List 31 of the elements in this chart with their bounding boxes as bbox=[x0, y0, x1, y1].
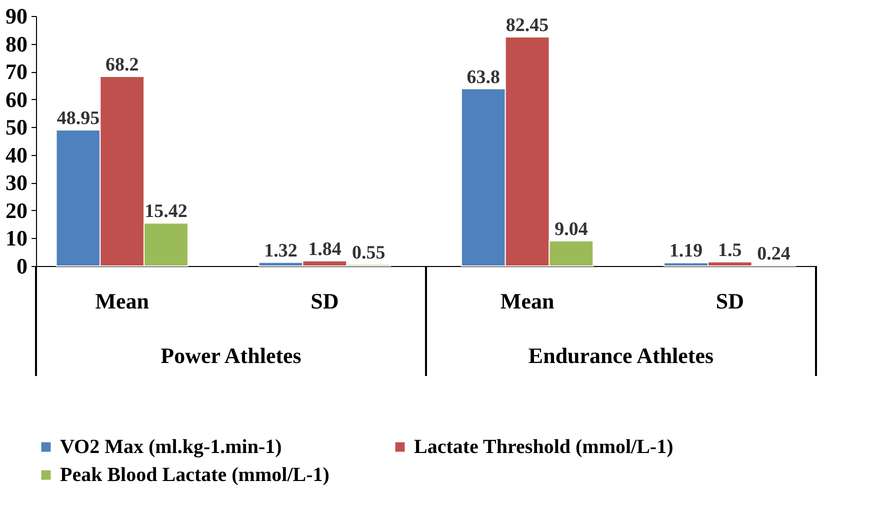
legend-label: Peak Blood Lactate (mmol/L-1) bbox=[60, 464, 330, 486]
text: Endurance Athletes bbox=[528, 343, 714, 368]
y-tick-label: 40 bbox=[6, 142, 28, 168]
x-tick-label: Mean bbox=[95, 288, 149, 314]
y-tick-label: 60 bbox=[6, 86, 28, 112]
data-label: 1.5 bbox=[718, 240, 742, 261]
legend-label: Lactate Threshold (mmol/L-1) bbox=[414, 436, 674, 458]
data-label: 1.19 bbox=[669, 240, 703, 262]
y-tick-label: 0 bbox=[16, 254, 28, 278]
data-label: 48.95 bbox=[56, 108, 100, 130]
y-tick-label: 80 bbox=[6, 31, 28, 56]
data-label: 9.04 bbox=[554, 218, 588, 240]
y-tick-label: 70 bbox=[6, 59, 28, 84]
y-tick-label: 20 bbox=[6, 198, 28, 223]
data-label: 82.45 bbox=[506, 14, 549, 36]
legend-label: VO2 Max (ml.kg-1.min-1) bbox=[60, 436, 282, 458]
data-label: 1.32 bbox=[264, 240, 298, 262]
text: Power Athletes bbox=[160, 343, 302, 368]
data-label: 63.8 bbox=[466, 66, 500, 88]
data-label: 68.2 bbox=[105, 54, 139, 76]
data-label: 1.84 bbox=[308, 238, 342, 260]
y-tick-label: 90 bbox=[6, 4, 28, 28]
y-tick-label: 50 bbox=[6, 114, 28, 140]
x-tick-label: SD bbox=[716, 288, 744, 314]
y-tick-label: 10 bbox=[6, 226, 28, 251]
data-label: 0.24 bbox=[757, 243, 791, 264]
data-label: 15.42 bbox=[144, 201, 188, 222]
data-label: 0.55 bbox=[352, 242, 386, 264]
y-tick-label: 30 bbox=[6, 170, 28, 196]
x-tick-label: SD bbox=[310, 288, 339, 314]
x-tick-label: Mean bbox=[500, 288, 554, 314]
